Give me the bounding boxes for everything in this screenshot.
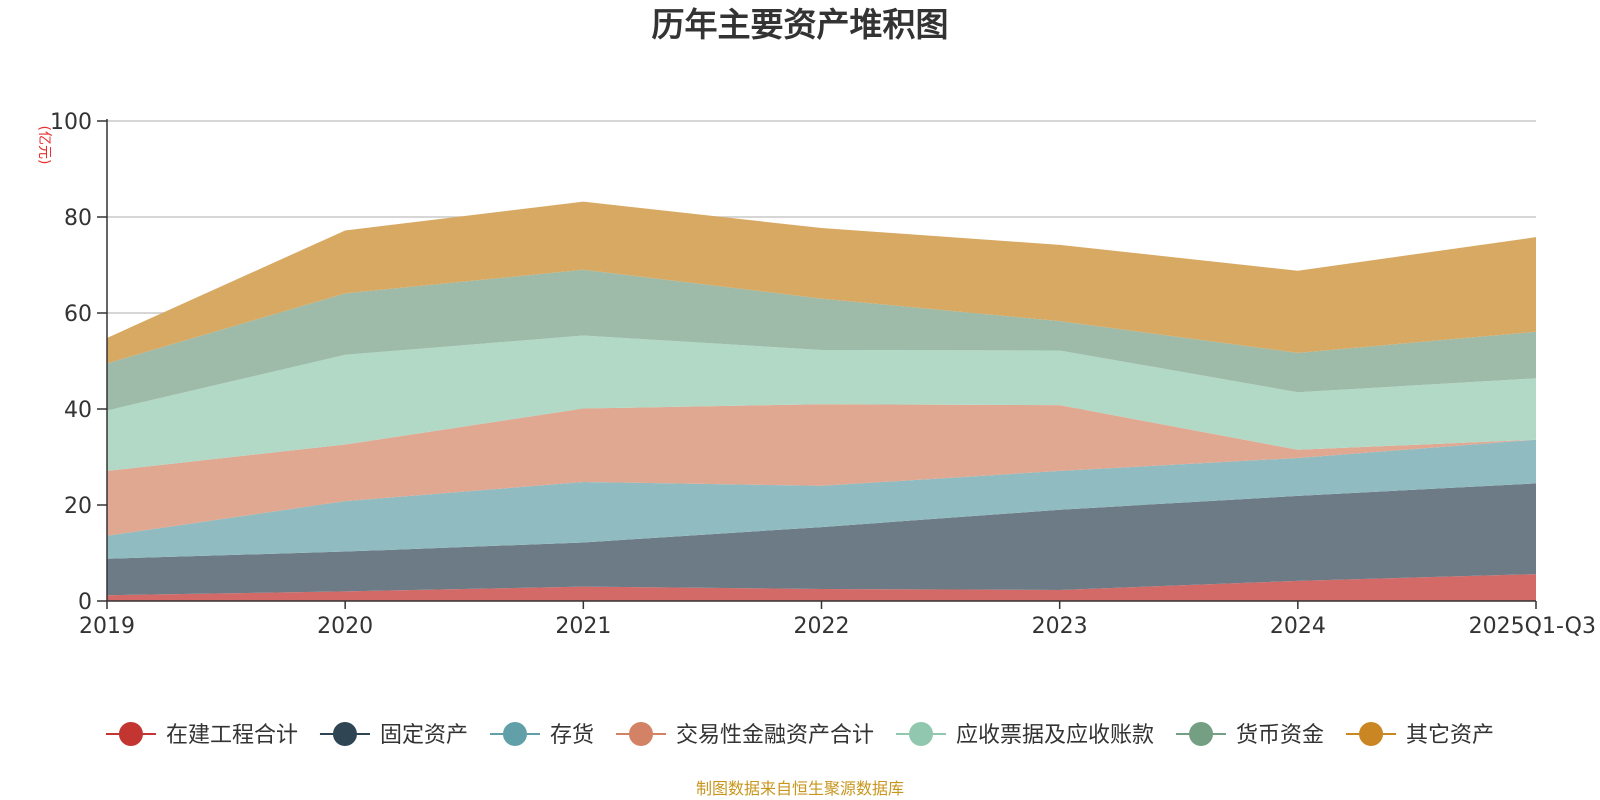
x-tick-label-3: 2022 — [794, 614, 850, 639]
x-tick-label-0: 2019 — [79, 614, 135, 639]
legend-label-3: 交易性金融资产合计 — [676, 723, 874, 748]
x-tick-label-4: 2023 — [1032, 614, 1088, 639]
legend-item-6[interactable]: 其它资产 — [1346, 722, 1494, 748]
legend-label-5: 货币资金 — [1236, 723, 1324, 748]
area-series-4 — [107, 335, 1536, 471]
legend: 在建工程合计 固定资产 存货 交易性金融资产合计 应收票据及应收账款 货币资金 其它资产 — [105, 722, 1494, 748]
legend-marker-1 — [332, 722, 357, 746]
legend-item-4[interactable]: 应收票据及应收账款 — [896, 722, 1154, 748]
y-tick-label-0: 0 — [78, 590, 92, 615]
x-tick-label-1: 2020 — [317, 614, 373, 639]
area-series-3 — [107, 404, 1536, 536]
x-tick-label-2: 2021 — [555, 614, 611, 639]
chart-title: 历年主要资产堆积图 — [652, 5, 949, 44]
legend-marker-2 — [502, 722, 527, 746]
legend-label-1: 固定资产 — [380, 723, 468, 748]
legend-marker-5 — [1189, 722, 1214, 746]
y-axis-label: (亿元) — [36, 126, 52, 165]
area-series-0 — [107, 574, 1536, 601]
legend-item-2[interactable]: 存货 — [489, 722, 594, 748]
y-tick-label-60: 60 — [64, 302, 92, 327]
legend-marker-0 — [118, 722, 143, 746]
area-series-2 — [107, 439, 1536, 559]
area-series — [107, 201, 1536, 601]
legend-marker-3 — [628, 722, 653, 746]
legend-label-2: 存货 — [550, 723, 594, 748]
y-tick-label-100: 100 — [50, 110, 92, 135]
legend-item-0[interactable]: 在建工程合计 — [105, 722, 298, 748]
legend-label-6: 其它资产 — [1406, 723, 1494, 748]
y-axis-ticks: 0 20 40 60 80 100 — [50, 110, 107, 615]
y-tick-label-40: 40 — [64, 398, 92, 423]
legend-marker-4 — [909, 722, 934, 746]
source-note: 制图数据来自恒生聚源数据库 — [696, 779, 904, 798]
legend-label-4: 应收票据及应收账款 — [956, 723, 1154, 748]
legend-item-1[interactable]: 固定资产 — [319, 722, 468, 748]
x-tick-label-6: 2025Q1-Q3 — [1469, 614, 1596, 639]
x-axis-ticks: 2019 2020 2021 2022 2023 2024 2025Q1-Q3 — [79, 601, 1596, 639]
legend-item-3[interactable]: 交易性金融资产合计 — [615, 722, 874, 748]
legend-marker-6 — [1359, 722, 1384, 746]
legend-label-0: 在建工程合计 — [166, 723, 298, 748]
area-series-6 — [107, 201, 1536, 364]
area-series-5 — [107, 269, 1536, 411]
x-tick-label-5: 2024 — [1270, 614, 1326, 639]
area-series-1 — [107, 483, 1536, 596]
y-tick-label-80: 80 — [64, 206, 92, 231]
legend-item-5[interactable]: 货币资金 — [1176, 722, 1324, 748]
y-tick-label-20: 20 — [64, 494, 92, 519]
